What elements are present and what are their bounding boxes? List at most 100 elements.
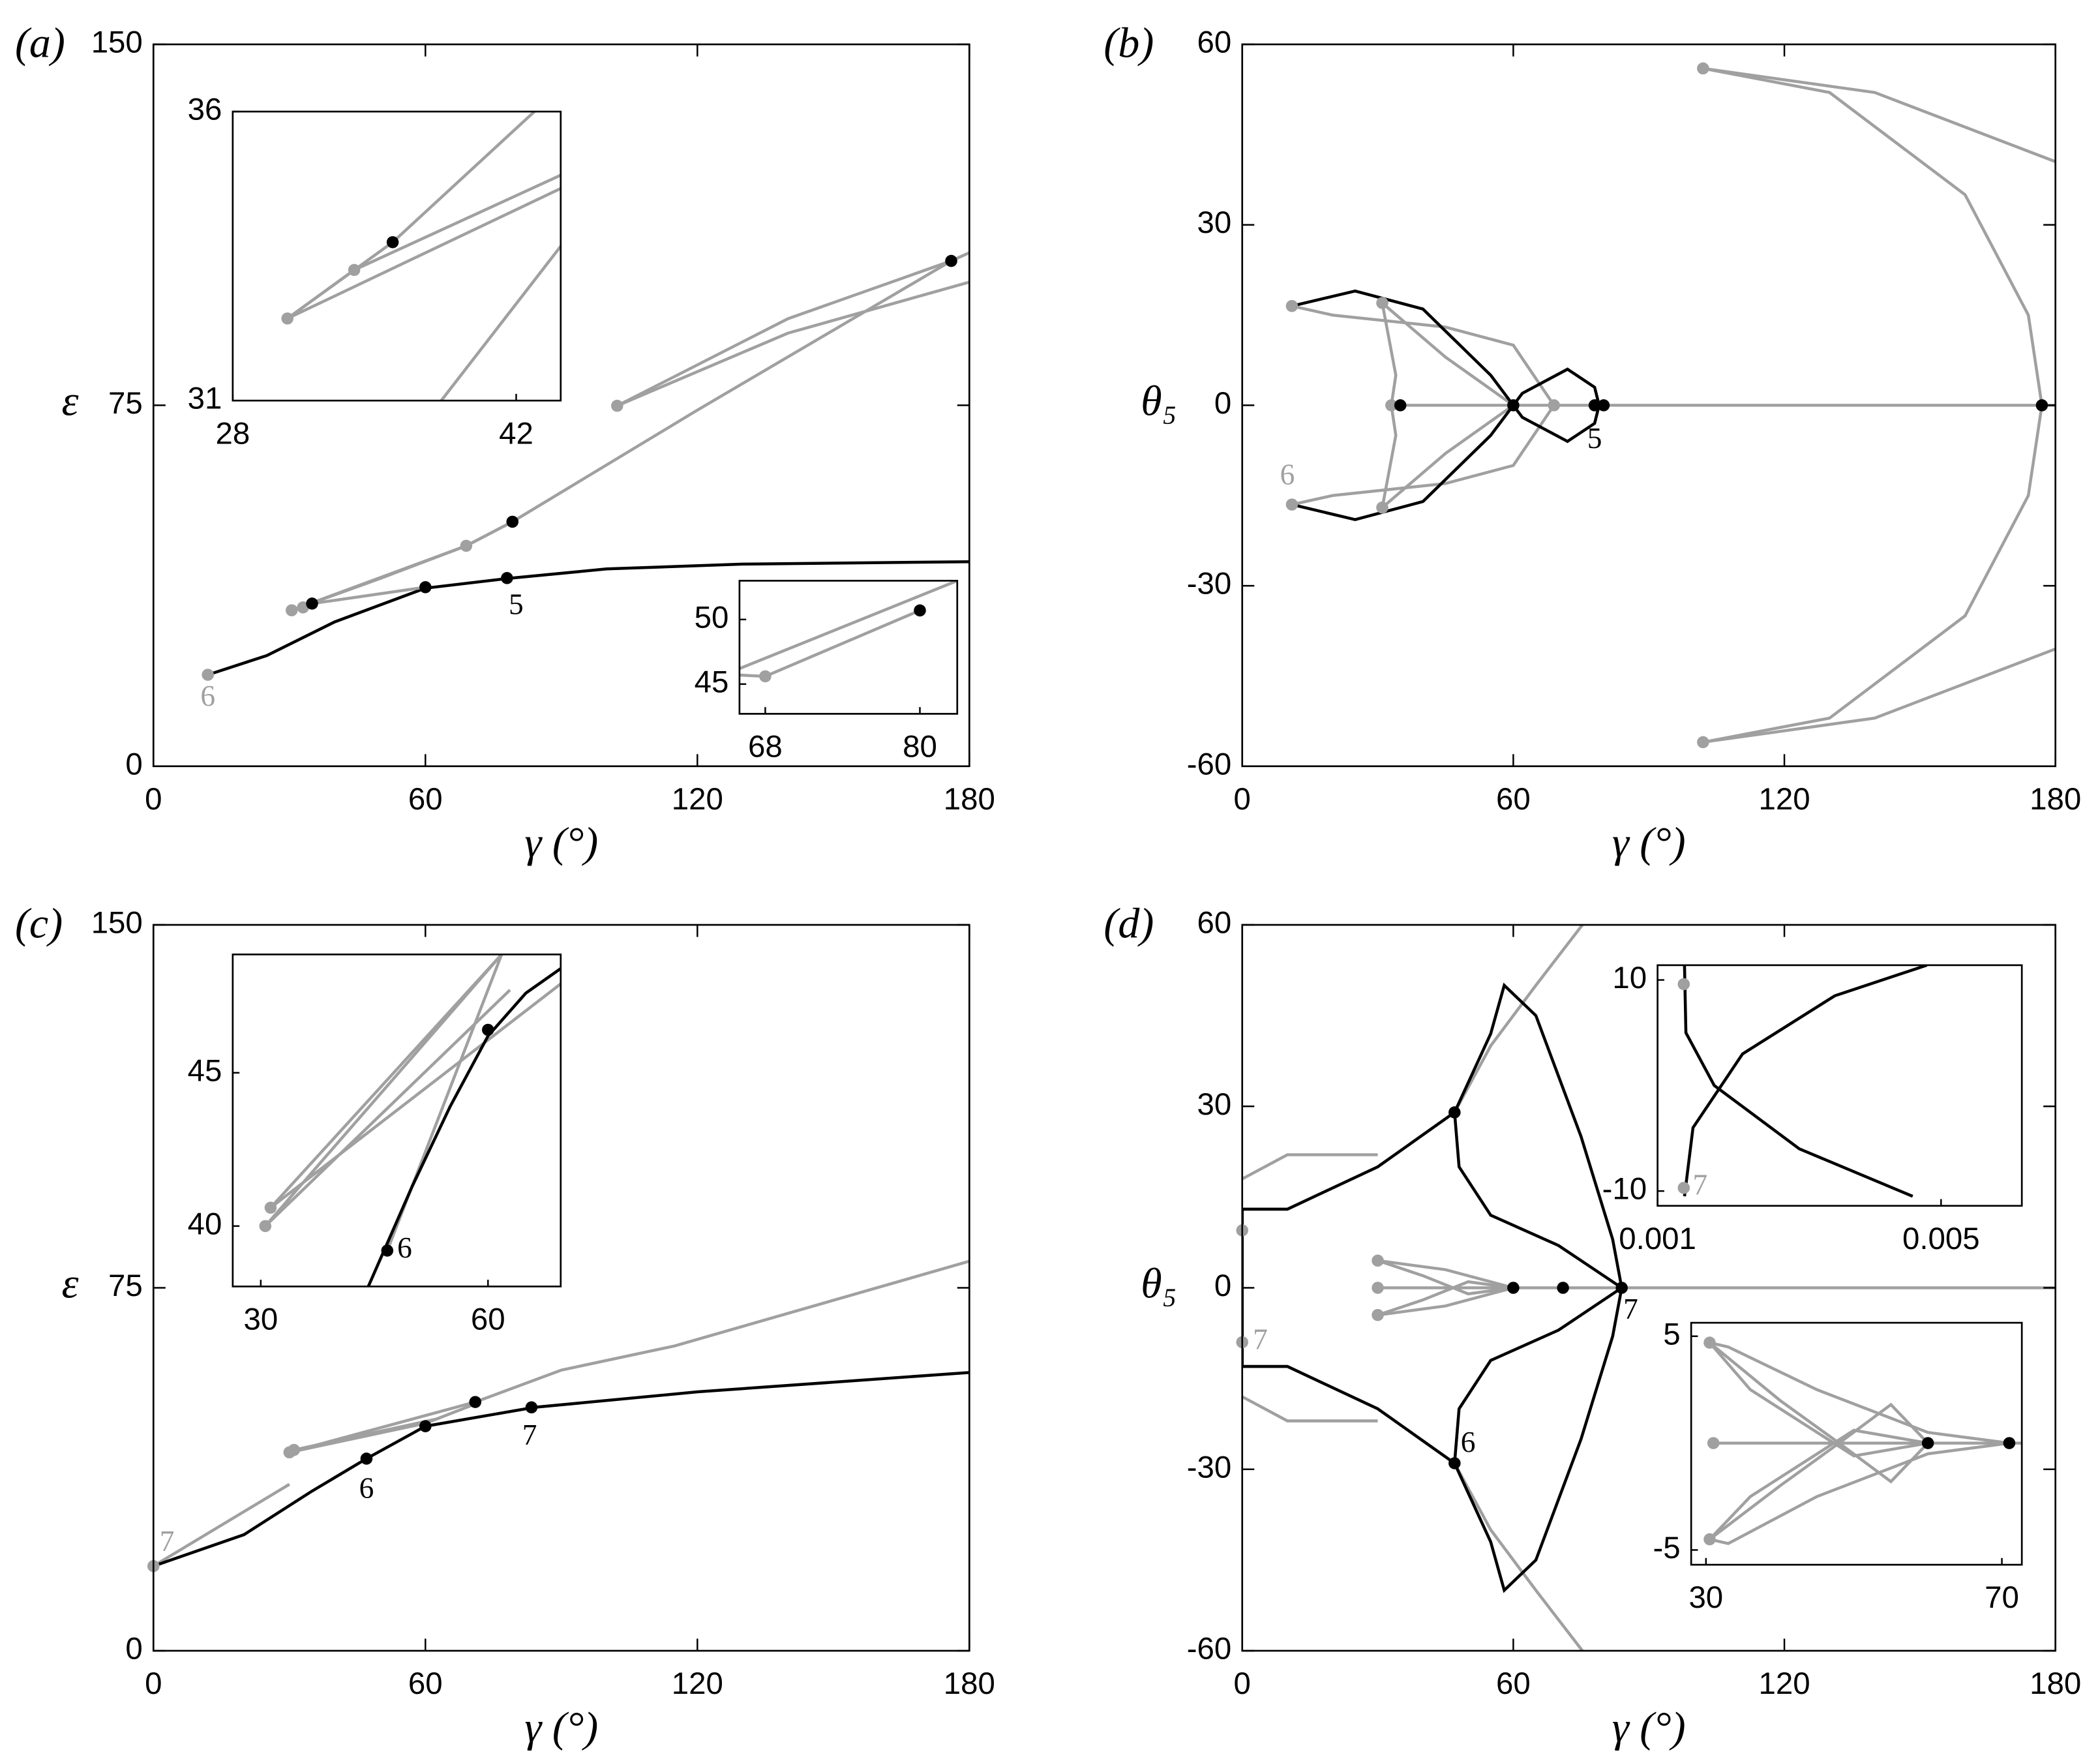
point [945,254,957,267]
point [264,1201,277,1214]
point [202,669,214,681]
x-tick-label: 60 [1496,782,1531,817]
x-axis-label: γ (°) [1612,1704,1686,1751]
plot-background [1657,965,2022,1206]
point [759,670,772,683]
point [419,1420,432,1432]
x-tick-label: 0 [1234,782,1251,817]
point [1677,1181,1690,1194]
point [914,604,926,617]
curve [1683,965,1928,1197]
curve [1291,404,1555,506]
panel-label: (d) [1103,899,1154,947]
y-tick-label: 30 [1197,1087,1232,1122]
x-tick-label: 68 [748,730,783,764]
axes-frame [738,580,959,715]
curve [1377,1286,1514,1317]
y-tick-label: 75 [108,1269,143,1303]
curve [153,1483,290,1568]
point [381,1244,394,1257]
curve [153,1371,970,1568]
annotation: 7 [1253,1323,1268,1355]
curve [616,259,952,408]
point [259,1220,272,1233]
y-tick-label: 45 [695,665,729,699]
inset: 28 42 31 36 [188,93,562,451]
x-tick-label: 60 [1496,1666,1531,1701]
curve [1708,1428,1928,1541]
x-tick-label: 30 [1688,1580,1723,1615]
point [611,399,623,412]
point [1615,1282,1628,1294]
axes-frame [232,954,562,1287]
curve [1708,1342,1928,1458]
curve [1381,405,1398,508]
x-tick-label: 60 [471,1302,505,1337]
y-tick-label: -30 [1187,1450,1232,1484]
annotation: 6 [200,680,215,712]
curve [1381,303,1398,406]
y-tick-label: 0 [1214,386,1231,421]
curve [1453,1462,1584,1651]
annotation: 7 [1623,1293,1638,1325]
curve [1242,1153,1378,1181]
y-axis-label: θ₅ [1141,378,1177,425]
curve [739,580,957,670]
plot-area [1708,1341,2022,1546]
annotation: 7 [522,1419,537,1451]
curve [1703,647,2056,744]
annotation: 6 [359,1472,374,1505]
curve [1381,301,1514,407]
plot-area [1242,925,2056,1651]
point [281,312,293,325]
curve [1291,289,1601,444]
x-tick-label: 0.001 [1619,1222,1696,1256]
point [1697,62,1709,75]
point [1557,1282,1569,1294]
point [1385,399,1398,412]
panel-label: (a) [15,19,65,67]
inset: 68 80 45 50 [695,580,959,764]
x-tick-label: 0 [145,1666,162,1701]
x-tick-label: 180 [2030,782,2081,817]
x-tick-label: 70 [1985,1580,2019,1615]
point [1507,1282,1520,1294]
point [1921,1437,1934,1449]
point [1597,399,1610,412]
point [1588,399,1601,412]
point [506,515,519,528]
point [1548,399,1561,412]
curve [1291,367,1601,521]
curve [1242,982,1623,1288]
point [1697,736,1709,749]
x-tick-label: 180 [944,782,995,817]
y-axis-label: θ₅ [1141,1260,1177,1308]
x-axis-label: γ (°) [524,1704,598,1751]
curve [269,954,503,1209]
curve [1381,404,1514,509]
curve [264,989,511,1227]
plot-area [264,954,561,1287]
panel-label: (c) [15,899,63,947]
point [1376,501,1388,514]
annotation: 5 [1587,422,1602,455]
y-tick-label: 10 [1612,961,1647,995]
y-tick-label: 36 [188,93,222,127]
curve [1377,1259,1514,1289]
curve [1242,1395,1378,1422]
point [460,539,473,552]
curve [1683,965,1913,1198]
y-tick-label: -30 [1187,567,1232,601]
annotation: 6 [397,1231,412,1264]
y-tick-label: 150 [91,906,143,941]
point [348,263,361,277]
point [1677,978,1690,991]
y-tick-label: 150 [91,25,143,60]
annotation: 7 [160,1525,175,1558]
point [1372,1308,1384,1321]
curve [1453,1112,1623,1289]
x-tick-label: 80 [903,730,937,764]
curve [289,1259,970,1454]
